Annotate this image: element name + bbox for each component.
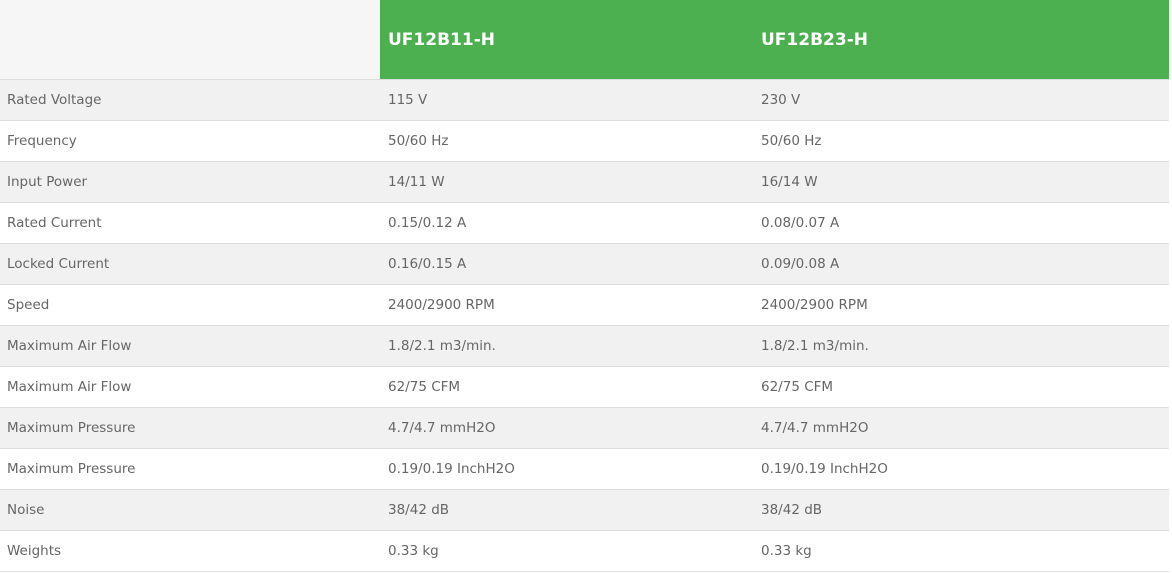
spec-label: Maximum Pressure [0, 448, 380, 490]
spec-label: Maximum Pressure [0, 407, 380, 449]
spec-value-model-2: 230 V [753, 79, 1169, 121]
spec-value-model-2: 2400/2900 RPM [753, 284, 1169, 326]
spec-value-model-1: 4.7/4.7 mmH2O [380, 407, 753, 449]
header-model-2: UF12B23-H [753, 0, 1169, 80]
spec-label: Frequency [0, 120, 380, 162]
spec-value-model-2: 4.7/4.7 mmH2O [753, 407, 1169, 449]
table-row: Speed 2400/2900 RPM 2400/2900 RPM [0, 284, 1169, 326]
spec-label: Maximum Air Flow [0, 325, 380, 367]
table-row: Maximum Air Flow 62/75 CFM 62/75 CFM [0, 366, 1169, 408]
spec-label: Maximum Air Flow [0, 366, 380, 408]
spec-label: Rated Voltage [0, 79, 380, 121]
spec-value-model-1: 115 V [380, 79, 753, 121]
table-row: Weights 0.33 kg 0.33 kg [0, 530, 1169, 572]
header-model-1: UF12B11-H [380, 0, 753, 80]
spec-value-model-2: 0.08/0.07 A [753, 202, 1169, 244]
table-body: Rated Voltage 115 V 230 V Frequency 50/60 Hz… [0, 79, 1169, 572]
spec-value-model-2: 0.33 kg [753, 530, 1169, 572]
spec-value-model-1: 62/75 CFM [380, 366, 753, 408]
spec-value-model-1: 50/60 Hz [380, 120, 753, 162]
spec-value-model-2: 50/60 Hz [753, 120, 1169, 162]
table-row: Noise 38/42 dB 38/42 dB [0, 489, 1169, 531]
spec-value-model-2: 38/42 dB [753, 489, 1169, 531]
spec-value-model-2: 0.19/0.19 InchH2O [753, 448, 1169, 490]
spec-label: Speed [0, 284, 380, 326]
spec-value-model-1: 0.15/0.12 A [380, 202, 753, 244]
spec-value-model-2: 16/14 W [753, 161, 1169, 203]
spec-label: Locked Current [0, 243, 380, 285]
spec-label: Input Power [0, 161, 380, 203]
spec-value-model-1: 0.16/0.15 A [380, 243, 753, 285]
spec-value-model-1: 2400/2900 RPM [380, 284, 753, 326]
spec-label: Rated Current [0, 202, 380, 244]
table-row: Input Power 14/11 W 16/14 W [0, 161, 1169, 203]
header-blank-cell [0, 0, 380, 80]
spec-value-model-1: 38/42 dB [380, 489, 753, 531]
spec-value-model-2: 1.8/2.1 m3/min. [753, 325, 1169, 367]
spec-value-model-1: 0.33 kg [380, 530, 753, 572]
table-row: Maximum Air Flow 1.8/2.1 m3/min. 1.8/2.1 m… [0, 325, 1169, 367]
table-row: Rated Voltage 115 V 230 V [0, 79, 1169, 121]
table-row: Rated Current 0.15/0.12 A 0.08/0.07 A [0, 202, 1169, 244]
table-row: Maximum Pressure 0.19/0.19 InchH2O 0.19/0.… [0, 448, 1169, 490]
spec-value-model-1: 1.8/2.1 m3/min. [380, 325, 753, 367]
table-row: Frequency 50/60 Hz 50/60 Hz [0, 120, 1169, 162]
spec-value-model-1: 14/11 W [380, 161, 753, 203]
table-row: Locked Current 0.16/0.15 A 0.09/0.08 A [0, 243, 1169, 285]
table-header-row: UF12B11-H UF12B23-H [0, 0, 1169, 80]
spec-label: Weights [0, 530, 380, 572]
spec-value-model-2: 62/75 CFM [753, 366, 1169, 408]
table-row: Maximum Pressure 4.7/4.7 mmH2O 4.7/4.7 mmH… [0, 407, 1169, 449]
spec-value-model-1: 0.19/0.19 InchH2O [380, 448, 753, 490]
spec-value-model-2: 0.09/0.08 A [753, 243, 1169, 285]
spec-label: Noise [0, 489, 380, 531]
